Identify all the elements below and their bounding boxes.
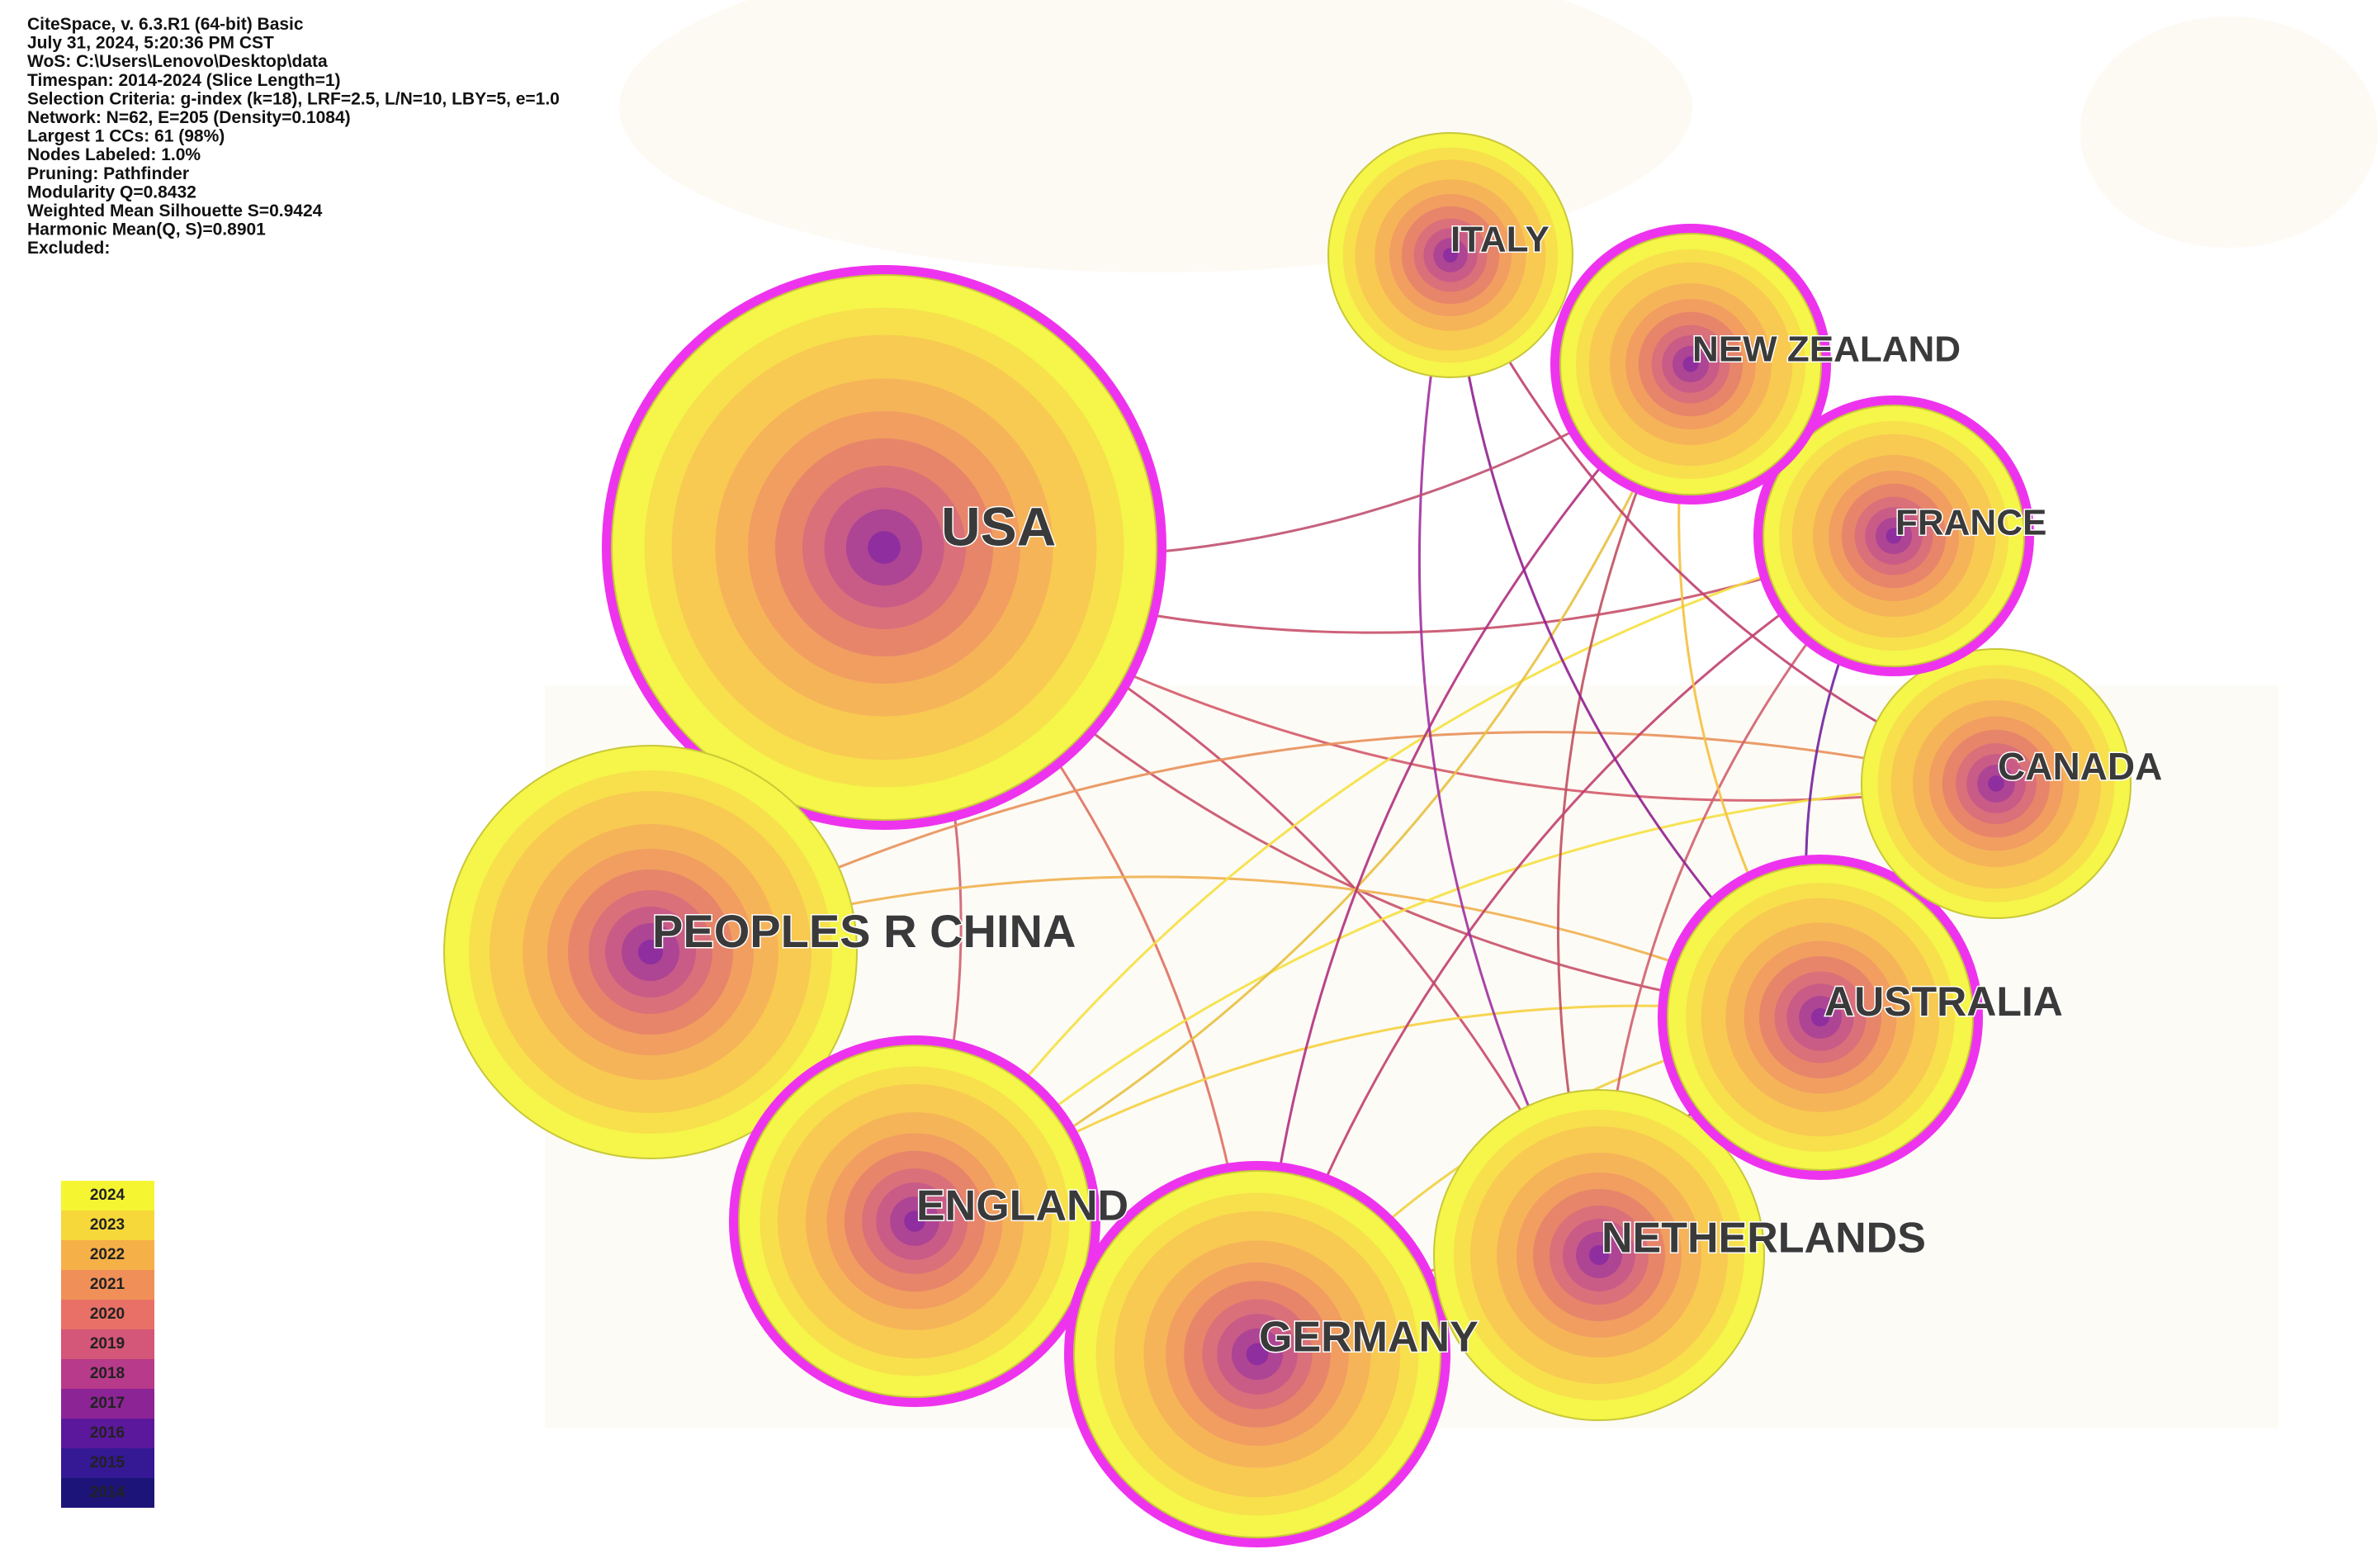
- nodes: [443, 132, 2132, 1547]
- node-label: ITALY: [1450, 220, 1550, 260]
- node-label: CANADA: [1998, 745, 2162, 788]
- info-line: Excluded:: [27, 239, 110, 258]
- node-label: NEW ZEALAND: [1692, 329, 1961, 370]
- citation-ring: [1658, 855, 1983, 1180]
- info-line: Largest 1 CCs: 61 (98%): [27, 127, 225, 146]
- citation-ring: [602, 265, 1166, 830]
- legend-swatch: [61, 1359, 154, 1389]
- legend-year: 2014: [90, 1484, 125, 1501]
- info-line: Selection Criteria: g-index (k=18), LRF=…: [27, 89, 560, 108]
- legend-year: 2019: [90, 1335, 125, 1353]
- legend-year: 2022: [90, 1246, 125, 1263]
- info-line: Pruning: Pathfinder: [27, 164, 189, 183]
- tree-ring: [904, 1211, 925, 1232]
- legend-swatch: [61, 1211, 154, 1240]
- legend-year: 2024: [90, 1187, 125, 1204]
- legend-swatch: [61, 1181, 154, 1211]
- legend-year: 2016: [90, 1424, 125, 1442]
- legend-swatch: [61, 1240, 154, 1270]
- node-label: ENGLAND: [916, 1182, 1128, 1230]
- legend-swatch: [61, 1270, 154, 1300]
- tree-ring: [638, 940, 663, 964]
- legend: 2024 2023 2022 2021 2020 2019 2018 2017 2016 2015…: [61, 1181, 154, 1508]
- info-line: Harmonic Mean(Q, S)=0.8901: [27, 220, 266, 239]
- tree-ring: [1988, 775, 2004, 792]
- legend-year: 2017: [90, 1395, 125, 1412]
- edge: [650, 731, 1997, 954]
- labels: USA PEOPLES R CHINA ENGLAND GERMANY NETHERLA…: [651, 218, 2164, 1362]
- node-label: AUSTRALIA: [1824, 978, 2063, 1025]
- info-line: CiteSpace, v. 6.3.R1 (64-bit) Basic: [27, 15, 304, 34]
- citation-ring: [729, 1035, 1100, 1407]
- legend-year: 2018: [90, 1365, 125, 1382]
- legend-swatch: [61, 1329, 154, 1359]
- legend-year: 2021: [90, 1276, 125, 1293]
- info-line: Network: N=62, E=205 (Density=0.1084): [27, 108, 351, 127]
- legend-swatch: [61, 1300, 154, 1329]
- legend-swatch: [61, 1448, 154, 1478]
- node-label: FRANCE: [1895, 503, 2046, 543]
- legend-year: 2023: [90, 1216, 125, 1234]
- info-line: Modularity Q=0.8432: [27, 182, 196, 201]
- legend-swatch: [61, 1478, 154, 1508]
- info-line: Nodes Labeled: 1.0%: [27, 145, 201, 164]
- citation-ring: [1064, 1161, 1450, 1547]
- citation-ring: [1753, 396, 2034, 676]
- legend-swatch: [61, 1419, 154, 1448]
- edge: [913, 534, 1895, 1222]
- tree-ring: [1682, 356, 1699, 372]
- legend-swatch: [61, 1389, 154, 1419]
- legend-year: 2020: [90, 1305, 125, 1323]
- tree-ring: [1886, 528, 1902, 544]
- info-line: Weighted Mean Silhouette S=0.9424: [27, 201, 323, 220]
- citation-ring: [1550, 224, 1831, 505]
- tree-ring: [1589, 1245, 1609, 1265]
- legend-year: 2015: [90, 1454, 125, 1471]
- info-line: Timespan: 2014-2024 (Slice Length=1): [27, 71, 341, 90]
- node-label: PEOPLES R CHINA: [652, 905, 1076, 957]
- tree-ring: [1246, 1343, 1269, 1366]
- node-label: GERMANY: [1259, 1314, 1479, 1362]
- tree-ring: [868, 531, 901, 564]
- info-line: WoS: C:\Users\Lenovo\Desktop\data: [27, 52, 328, 71]
- tree-ring: [1443, 248, 1458, 263]
- info-line: July 31, 2024, 5:20:36 PM CST: [27, 34, 274, 53]
- tree-ring: [1810, 1007, 1830, 1027]
- node-label: USA: [941, 495, 1056, 557]
- node-label: NETHERLANDS: [1602, 1215, 1926, 1263]
- header: CiteSpace, v. 6.3.R1 (64-bit) BasicJuly …: [27, 15, 560, 258]
